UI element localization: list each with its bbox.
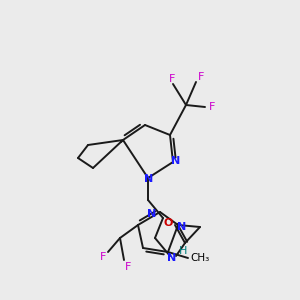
- Text: N: N: [171, 156, 181, 166]
- Text: O: O: [163, 218, 173, 228]
- Text: F: F: [100, 252, 106, 262]
- Text: N: N: [177, 222, 187, 232]
- Text: N: N: [167, 253, 177, 263]
- Text: F: F: [169, 74, 175, 84]
- Text: F: F: [209, 102, 215, 112]
- Text: CH₃: CH₃: [190, 253, 210, 263]
- Text: F: F: [125, 262, 131, 272]
- Text: F: F: [198, 72, 204, 82]
- Text: H: H: [179, 246, 187, 256]
- Text: N: N: [147, 209, 157, 219]
- Text: N: N: [144, 174, 154, 184]
